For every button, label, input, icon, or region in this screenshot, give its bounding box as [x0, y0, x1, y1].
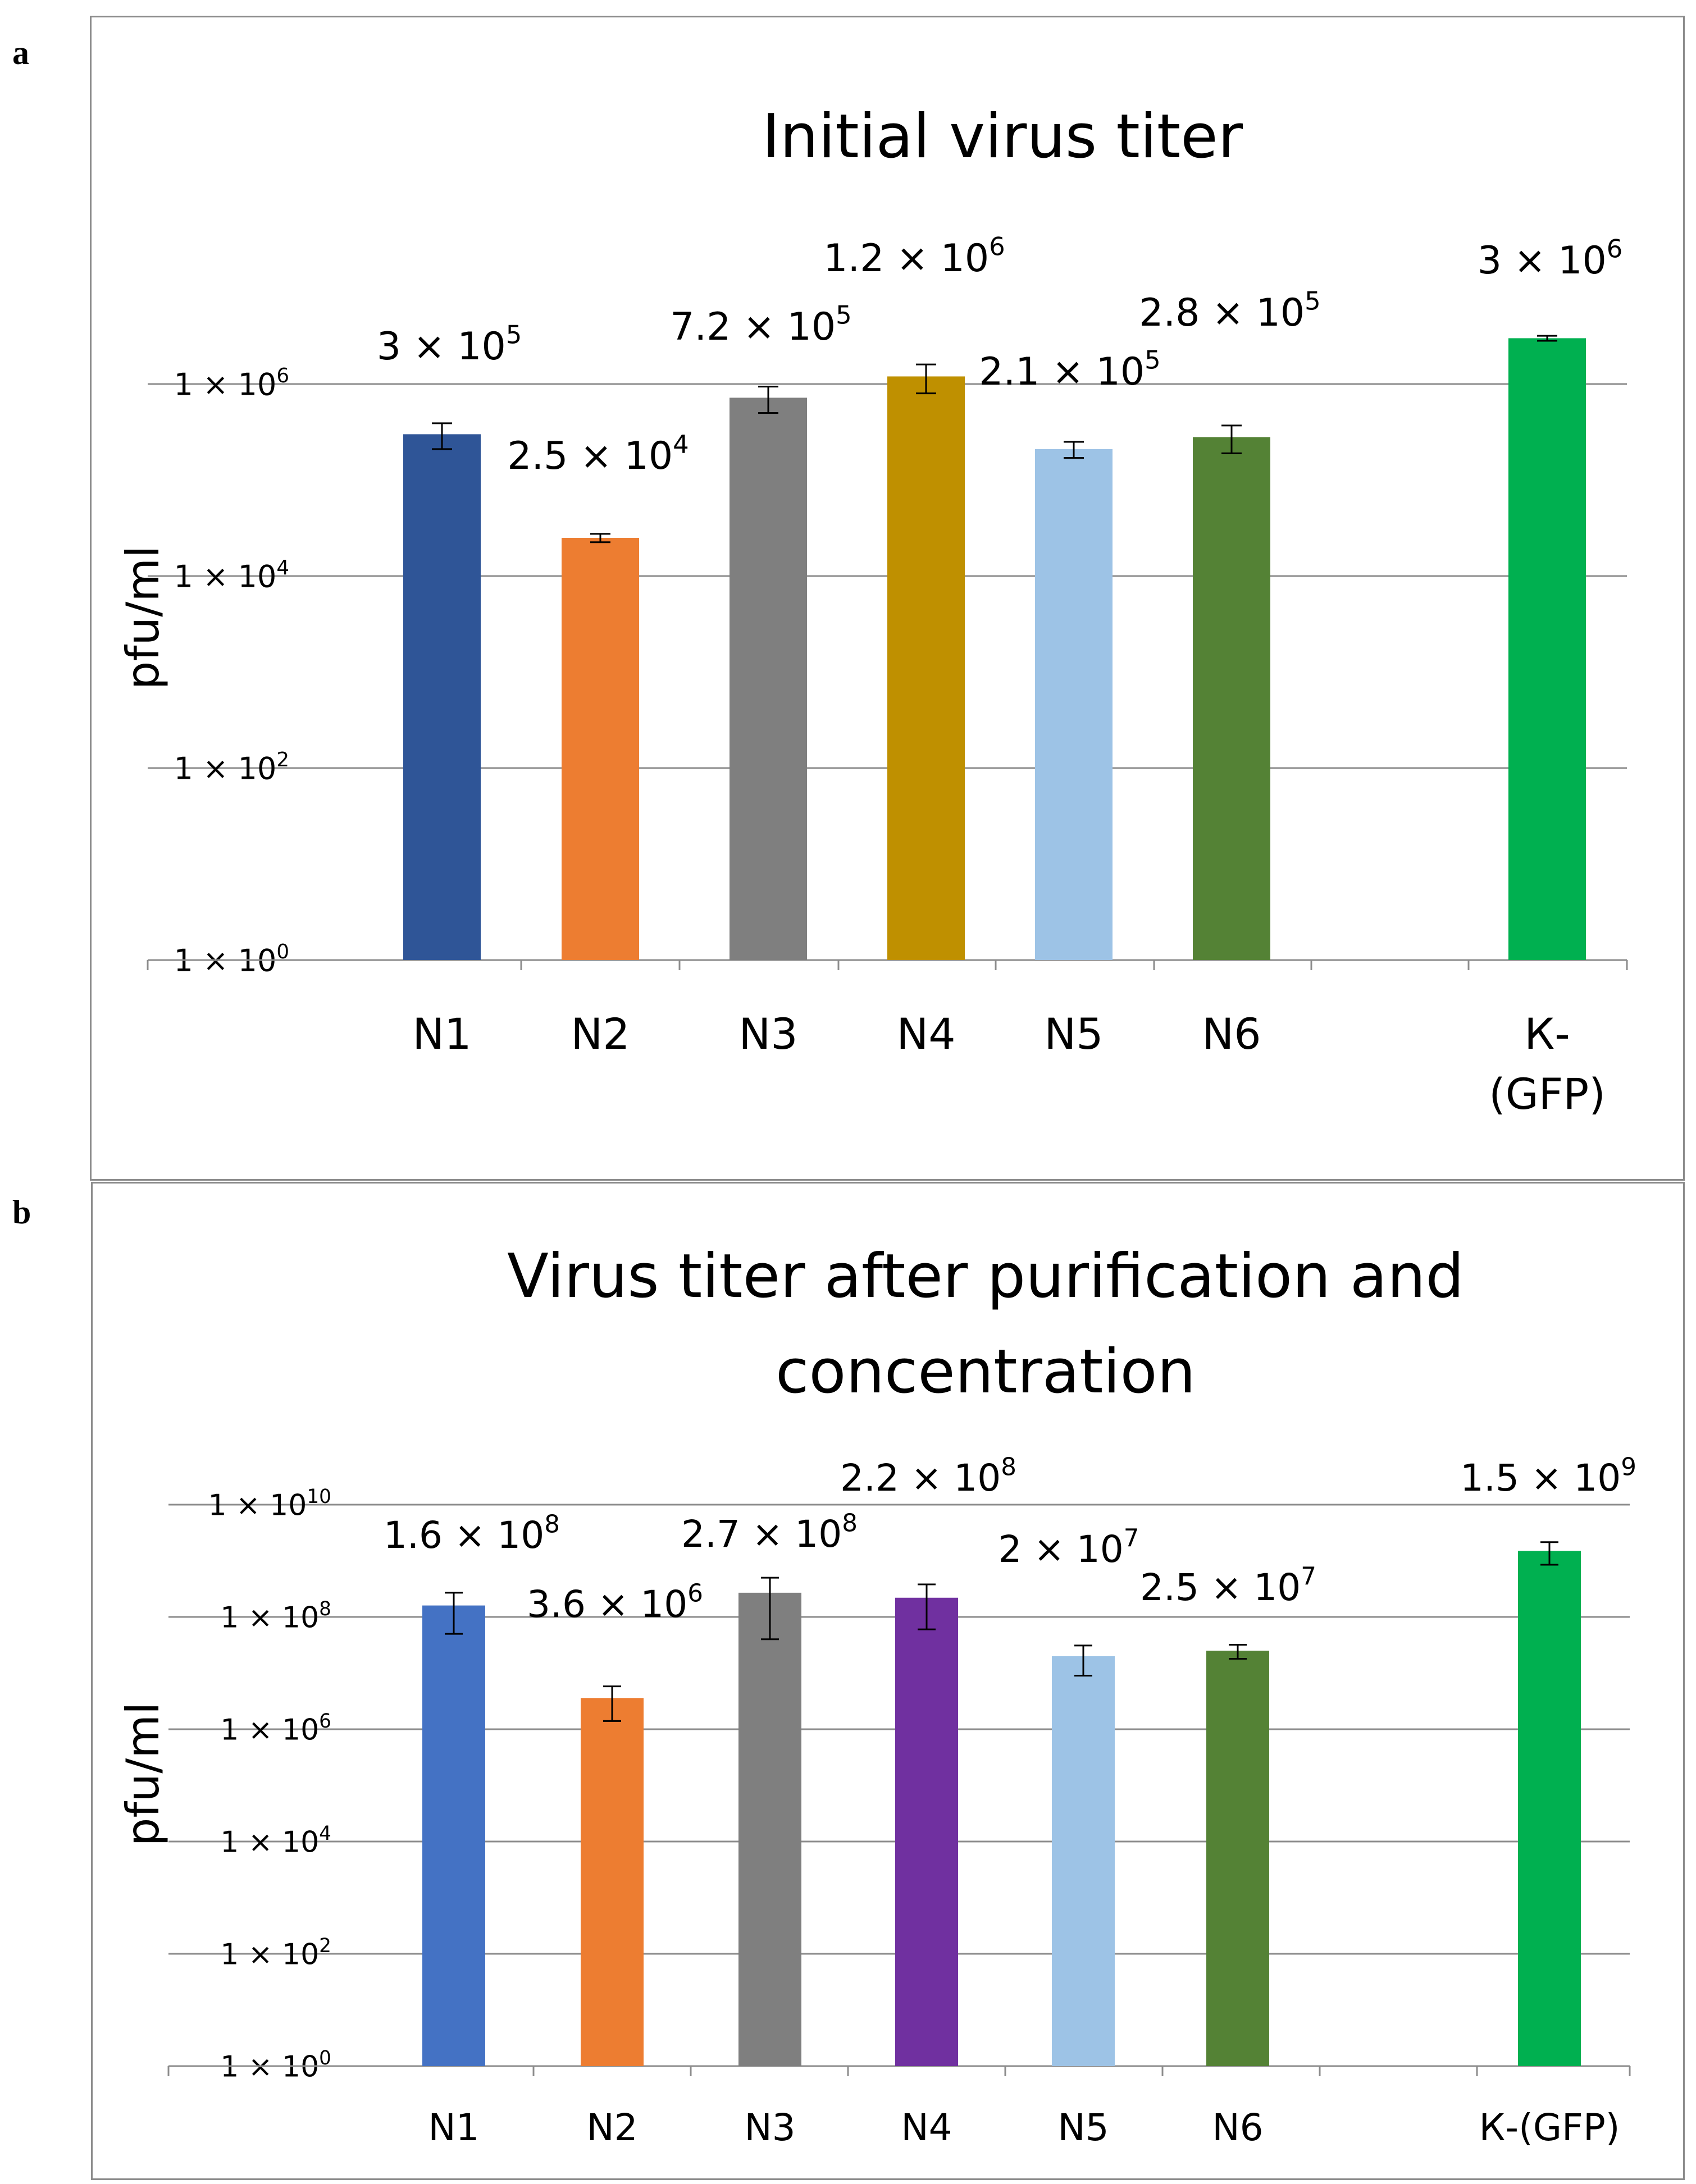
y-axis-label: pfu/ml — [117, 546, 169, 690]
data-label: 2.8 × 105 — [1139, 286, 1320, 335]
x-tick-label: N6 — [1202, 1009, 1261, 1059]
data-label: 3 × 105 — [377, 319, 522, 369]
data-label: 2.5 × 107 — [1140, 1562, 1316, 1609]
y-tick-label: 1 × 104 — [220, 1822, 331, 1859]
y-tick-label: 1 × 102 — [174, 748, 289, 787]
data-label: 2.7 × 108 — [681, 1509, 858, 1556]
x-tick-label: N5 — [1044, 1009, 1103, 1059]
panel-letter-b: b — [12, 1194, 31, 1231]
x-tick-label: N3 — [738, 1009, 797, 1059]
chart-title: concentration — [776, 1337, 1196, 1407]
x-tick-label: N2 — [571, 1009, 630, 1059]
panel-letter-a: a — [12, 34, 29, 71]
bar — [422, 1605, 485, 2066]
y-tick-label: 1 × 102 — [220, 1935, 331, 1972]
data-label: 2.2 × 108 — [840, 1453, 1016, 1500]
chart-title: Virus titer after purification and — [507, 1241, 1464, 1312]
y-tick-label: 1 × 106 — [174, 364, 289, 403]
bar — [1035, 449, 1113, 960]
bar — [1508, 338, 1586, 960]
x-tick-label: N5 — [1057, 2106, 1109, 2149]
panel-b-frame — [91, 1182, 1685, 2180]
bar — [738, 1592, 801, 2066]
data-label: 3.6 × 106 — [527, 1579, 703, 1626]
bar — [581, 1698, 644, 2066]
data-label: 1.6 × 108 — [384, 1510, 560, 1557]
x-tick-label: N1 — [412, 1009, 471, 1059]
bar — [403, 434, 481, 960]
bar — [730, 397, 807, 960]
x-tick-label: К-(GFP) — [1479, 2106, 1620, 2149]
y-tick-label: 1 × 1010 — [208, 1486, 331, 1523]
y-tick-label: 1 × 104 — [174, 556, 289, 595]
y-axis-label: pfu/ml — [117, 1702, 169, 1847]
x-tick-label: N3 — [744, 2106, 795, 2149]
bar — [887, 376, 965, 961]
data-label: 2.1 × 105 — [979, 345, 1160, 394]
x-tick-label: N6 — [1212, 2106, 1263, 2149]
data-label: 1.2 × 106 — [823, 231, 1005, 281]
x-tick-label: (GFP) — [1489, 1069, 1606, 1119]
x-tick-label: N1 — [428, 2106, 479, 2149]
x-tick-label: N2 — [586, 2106, 637, 2149]
data-label: 2 × 107 — [999, 1524, 1139, 1571]
data-label: 2.5 × 104 — [507, 429, 689, 478]
x-tick-label: К- — [1524, 1009, 1570, 1059]
bar — [1193, 437, 1270, 960]
bar — [1052, 1656, 1115, 2066]
bar — [1518, 1551, 1581, 2066]
y-tick-label: 1 × 106 — [220, 1710, 331, 1747]
chart-title: Initial virus titer — [762, 102, 1243, 172]
bar — [895, 1597, 958, 2066]
data-label: 7.2 × 105 — [670, 300, 851, 349]
y-tick-label: 1 × 108 — [220, 1598, 331, 1635]
data-label: 3 × 106 — [1478, 234, 1623, 283]
data-label: 1.5 × 109 — [1460, 1453, 1636, 1500]
bar — [1206, 1651, 1269, 2066]
bar — [562, 537, 639, 960]
y-tick-label: 1 × 100 — [220, 2047, 331, 2084]
x-tick-label: N4 — [901, 2106, 952, 2149]
x-tick-label: N4 — [896, 1009, 955, 1059]
